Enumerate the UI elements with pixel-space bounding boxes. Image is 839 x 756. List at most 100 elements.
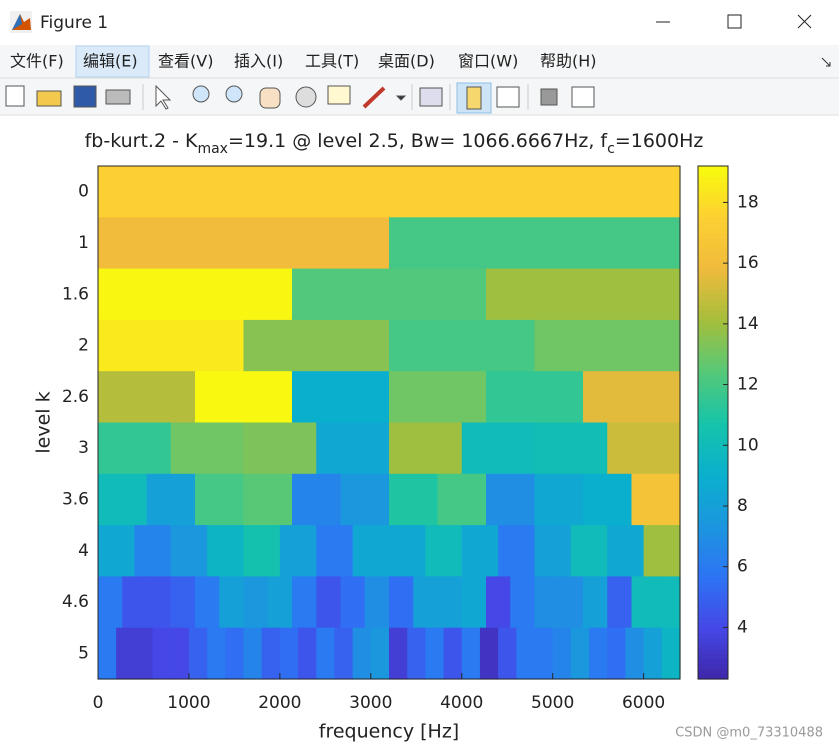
colorbar-strip (698, 335, 728, 342)
x-tick-label: 2000 (258, 693, 301, 713)
colorbar-strip (698, 427, 728, 434)
menu-item[interactable]: 窗口(W) (458, 52, 518, 71)
colorbar-strip (698, 648, 728, 654)
colorbar-strip (698, 232, 728, 239)
menu-item[interactable]: 编辑(E) (83, 52, 138, 71)
heat-cell (389, 371, 487, 424)
heat-cell (279, 525, 317, 577)
heat-cell (413, 576, 439, 629)
colorbar-strip (698, 448, 728, 454)
colorbar-strip (698, 181, 728, 188)
y-tick-label: 3 (78, 438, 89, 458)
colorbar-strip (698, 258, 728, 265)
colorbar-strip (698, 530, 728, 536)
heat-cell (643, 627, 663, 680)
heat-cell (134, 627, 154, 680)
title-text: fb-kurt.2 - K (85, 130, 198, 152)
legend-icon[interactable] (496, 86, 520, 108)
heat-cell (340, 576, 366, 629)
heat-cell (534, 525, 572, 577)
zoom-in-icon[interactable] (192, 85, 210, 103)
colorbar-strip (698, 273, 728, 280)
new-icon[interactable] (5, 85, 25, 107)
heat-cell (352, 525, 390, 577)
pointer-icon[interactable] (155, 84, 172, 110)
heat-cell (170, 627, 190, 680)
colorbar-strip (698, 540, 728, 547)
colorbar-strip (698, 499, 728, 506)
colorbar-strip (698, 658, 728, 665)
colorbar-strip (698, 519, 728, 526)
heat-cell (146, 473, 196, 526)
colorbar-tick-label: 14 (737, 314, 759, 334)
heat-cell (631, 576, 657, 629)
heat-cell (292, 371, 390, 424)
maximize-button[interactable] (727, 14, 742, 29)
brush-icon[interactable] (362, 86, 386, 109)
title-text: =19.1 @ level 2.5, Bw= 1066.6667Hz, f (228, 130, 608, 152)
colorbar-strip (698, 478, 728, 485)
axes-frame (97, 165, 681, 680)
y-tick-label: 3.6 (62, 489, 89, 509)
colorbar-strip (698, 494, 728, 501)
title-text: =1600Hz (615, 130, 704, 152)
close-button[interactable] (797, 14, 812, 29)
heat-cell (498, 525, 536, 577)
heat-cell (298, 627, 317, 680)
menu-item[interactable]: 文件(F) (10, 52, 64, 71)
heat-cell (534, 576, 560, 629)
print-icon[interactable] (105, 89, 131, 105)
heat-cell (352, 627, 372, 680)
heat-cell (389, 525, 426, 577)
colorbar-strip (698, 268, 728, 275)
colorbar-strip (698, 596, 728, 603)
colorbar-strip (698, 463, 728, 470)
heat-cell (607, 422, 681, 475)
y-tick-label: 4.6 (62, 592, 89, 612)
colorbar-strip (698, 653, 728, 660)
dock-arrow[interactable] (821, 57, 831, 67)
colorbar-strip (698, 668, 728, 675)
pan-icon[interactable] (259, 87, 281, 109)
brush-menu[interactable] (395, 95, 407, 101)
heat-cell (607, 525, 645, 577)
colorbar-strip (698, 525, 728, 531)
colorbar-tick-label: 4 (737, 617, 748, 637)
heat-cell (389, 576, 414, 629)
colorbar-strip (698, 304, 728, 311)
colorbar-strip (698, 289, 728, 295)
menu-item[interactable]: 帮助(H) (540, 52, 597, 71)
hide-tools-icon[interactable] (540, 88, 558, 106)
colorbar-strip (698, 561, 728, 567)
heat-cell (534, 422, 608, 475)
datatip-icon[interactable] (327, 85, 351, 105)
rotate-icon[interactable] (295, 86, 317, 108)
colorbar-strip (698, 366, 728, 372)
x-axis-label: frequency [Hz] (319, 721, 459, 743)
menu-item[interactable]: 插入(I) (234, 52, 283, 71)
heat-cell (631, 473, 681, 526)
zoom-out-icon[interactable] (225, 85, 243, 103)
heat-cell (625, 627, 645, 680)
menu-item[interactable]: 查看(V) (158, 52, 213, 71)
link-icon[interactable] (419, 87, 443, 107)
colorbar-tick-label: 6 (737, 557, 748, 577)
heat-cell (292, 473, 342, 526)
heat-cell (316, 422, 390, 475)
heat-cell (170, 422, 245, 475)
colorbar-strip (698, 253, 728, 259)
open-icon[interactable] (36, 90, 62, 107)
heat-cell (98, 319, 245, 372)
menu-item[interactable]: 工具(T) (305, 52, 359, 71)
show-tools-icon[interactable] (571, 86, 595, 108)
heat-cell (98, 525, 135, 577)
heat-cell (534, 627, 554, 680)
menu-item[interactable]: 桌面(D) (378, 52, 435, 71)
heat-cell (292, 576, 317, 629)
x-tick-label: 5000 (531, 693, 574, 713)
colorbar-strip (698, 201, 728, 208)
heat-cell (510, 576, 536, 629)
colorbar-strip (698, 637, 728, 644)
save-icon[interactable] (73, 85, 97, 108)
colorbar-icon[interactable] (466, 86, 482, 110)
